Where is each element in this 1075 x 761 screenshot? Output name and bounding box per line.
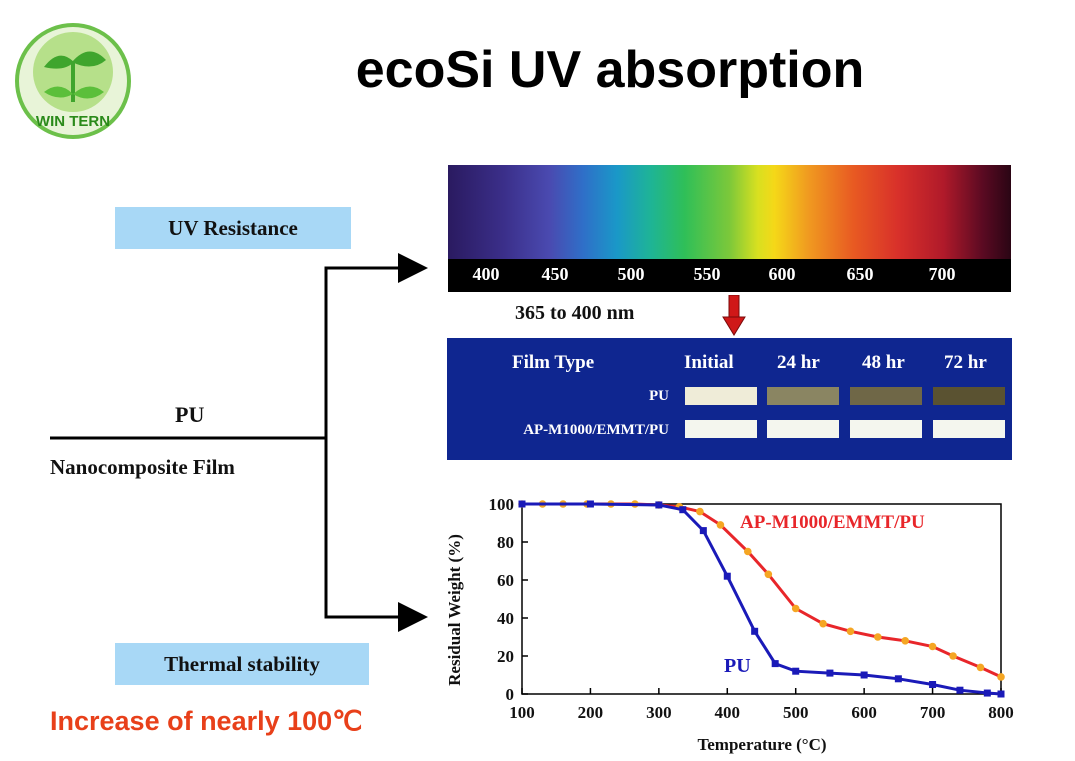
data-point: [874, 633, 882, 641]
data-point: [901, 637, 909, 645]
spectrum-tick: 400: [472, 264, 500, 284]
y-tick-label: 100: [489, 495, 515, 514]
thermal-stability-label: Thermal stability: [115, 643, 369, 685]
y-tick-label: 20: [497, 647, 514, 666]
spectrum-tick: 500: [617, 264, 645, 284]
film-swatch: [767, 387, 839, 405]
wintern-logo: WIN TERN: [15, 23, 131, 139]
series-line: [522, 502, 1002, 696]
table-header-48hr: 48 hr: [862, 352, 905, 373]
film-swatch: [933, 420, 1005, 438]
material-top-label: PU: [175, 402, 205, 427]
film-swatch: [850, 420, 922, 438]
data-point: [949, 652, 957, 660]
data-point: [699, 527, 707, 535]
plot-frame: [521, 503, 1002, 695]
table-header-film-type: Film Type: [512, 352, 595, 373]
x-tick-label: 800: [988, 703, 1014, 722]
x-tick-label: 400: [715, 703, 741, 722]
x-tick-label: 500: [783, 703, 809, 722]
data-point: [696, 507, 704, 516]
wavelength-note: 365 to 400 nm: [515, 302, 635, 324]
down-arrow-icon: [722, 295, 746, 336]
data-point: [679, 506, 687, 514]
data-point: [716, 521, 725, 529]
footer-note: Increase of nearly 100℃: [50, 706, 363, 736]
tga-line-chart: 0 20 40 60 80 100 100 200 300 400 500 600 700 800 AP-M…: [445, 495, 1014, 754]
data-point: [846, 627, 855, 636]
data-point: [723, 572, 731, 580]
uv-arrow: [324, 253, 428, 438]
y-axis-label: Residual Weight (%): [445, 534, 464, 686]
table-header-initial: Initial: [684, 352, 734, 373]
x-tick-label: 200: [578, 703, 604, 722]
table-row-label: PU: [649, 388, 669, 404]
uv-resistance-label: UV Resistance: [115, 207, 351, 249]
thermal-arrow: [324, 438, 428, 632]
data-point: [751, 627, 759, 635]
spectrum-tick: 450: [541, 264, 569, 284]
data-point: [997, 673, 1005, 681]
spectrum-tick: 650: [846, 264, 874, 284]
y-tick-label: 40: [497, 609, 514, 628]
x-tick-label: 700: [920, 703, 946, 722]
page-title: ecoSi UV absorption: [355, 41, 865, 99]
spectrum-tick: 600: [768, 264, 796, 284]
spectrum-tick: 700: [928, 264, 956, 284]
table-row-label: AP-M1000/EMMT/PU: [523, 422, 669, 438]
data-point: [983, 689, 991, 697]
series-label: PU: [724, 655, 751, 677]
data-point: [518, 500, 526, 508]
data-point: [744, 547, 752, 556]
x-tick-label: 600: [851, 703, 877, 722]
film-degradation-table: Film Type Initial 24 hr 48 hr 72 hr PU A…: [447, 338, 1012, 460]
y-tick-label: 80: [497, 533, 514, 552]
visible-spectrum-bar: [448, 165, 1011, 259]
table-header-24hr: 24 hr: [777, 352, 820, 373]
data-point: [819, 619, 827, 628]
data-point: [586, 500, 594, 508]
data-point: [928, 642, 937, 651]
x-axis-label: Temperature (°C): [697, 735, 826, 754]
data-point: [792, 667, 800, 675]
data-point: [826, 669, 834, 677]
data-point: [976, 663, 985, 672]
film-swatch: [850, 387, 922, 405]
series-label: AP-M1000/EMMT/PU: [740, 512, 925, 533]
spectrum-wavelength-axis: 400 450 500 550 600 650 700: [448, 259, 1011, 292]
film-swatch: [685, 420, 757, 438]
data-point: [929, 681, 937, 688]
x-tick-label: 300: [646, 703, 672, 722]
film-swatch: [685, 387, 757, 405]
spectrum-tick: 550: [693, 264, 721, 284]
y-tick-label: 60: [497, 571, 514, 590]
data-point: [791, 604, 800, 613]
table-header-72hr: 72 hr: [944, 352, 987, 373]
x-tick-label: 100: [509, 703, 535, 722]
film-swatch: [767, 420, 839, 438]
logo-text: WIN TERN: [36, 113, 110, 130]
y-tick-label: 0: [506, 685, 515, 704]
material-bottom-label: Nanocomposite Film: [50, 455, 235, 479]
film-swatch: [933, 387, 1005, 405]
data-point: [894, 675, 902, 683]
data-point: [771, 660, 779, 668]
data-point: [997, 690, 1005, 698]
data-point: [956, 686, 964, 694]
data-point: [764, 570, 773, 579]
data-point: [655, 501, 663, 509]
data-point: [860, 671, 868, 679]
